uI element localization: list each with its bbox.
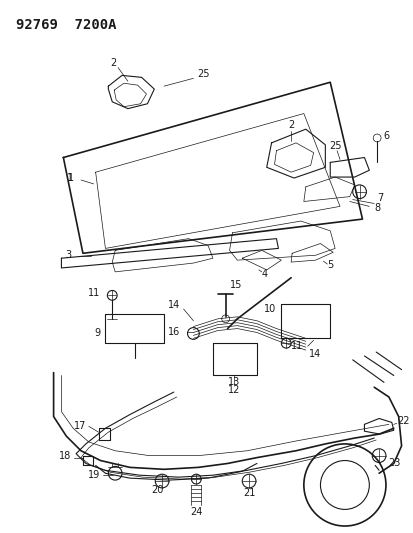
Text: 21: 21 (242, 488, 255, 498)
Text: 11: 11 (290, 341, 303, 351)
Text: 4: 4 (261, 269, 267, 279)
Text: 5: 5 (326, 260, 332, 270)
Text: 15: 15 (229, 280, 241, 289)
Text: 25: 25 (197, 69, 209, 79)
Text: 16: 16 (168, 327, 180, 336)
Text: 19: 19 (88, 470, 100, 480)
Text: 22: 22 (397, 416, 409, 426)
Text: 1: 1 (67, 173, 73, 183)
Text: 20: 20 (151, 485, 163, 495)
Text: 1: 1 (68, 173, 74, 183)
Text: 11: 11 (88, 288, 100, 298)
Text: 14: 14 (309, 349, 321, 359)
Text: 13: 13 (228, 377, 240, 387)
Text: 3: 3 (65, 251, 71, 260)
Text: 10: 10 (263, 304, 276, 314)
Text: 17: 17 (74, 421, 85, 431)
Text: 7: 7 (376, 192, 382, 203)
Text: 23: 23 (387, 458, 399, 469)
Text: 6: 6 (382, 131, 388, 141)
Text: 25: 25 (328, 141, 341, 151)
Text: 8: 8 (373, 204, 380, 213)
Text: 2: 2 (287, 120, 294, 130)
Text: 18: 18 (59, 450, 71, 461)
Text: 12: 12 (228, 385, 240, 395)
Text: 24: 24 (190, 507, 202, 518)
Text: 14: 14 (168, 300, 180, 310)
Text: 92769  7200A: 92769 7200A (17, 18, 117, 32)
Text: 9: 9 (94, 328, 100, 338)
Text: 2: 2 (110, 58, 116, 68)
